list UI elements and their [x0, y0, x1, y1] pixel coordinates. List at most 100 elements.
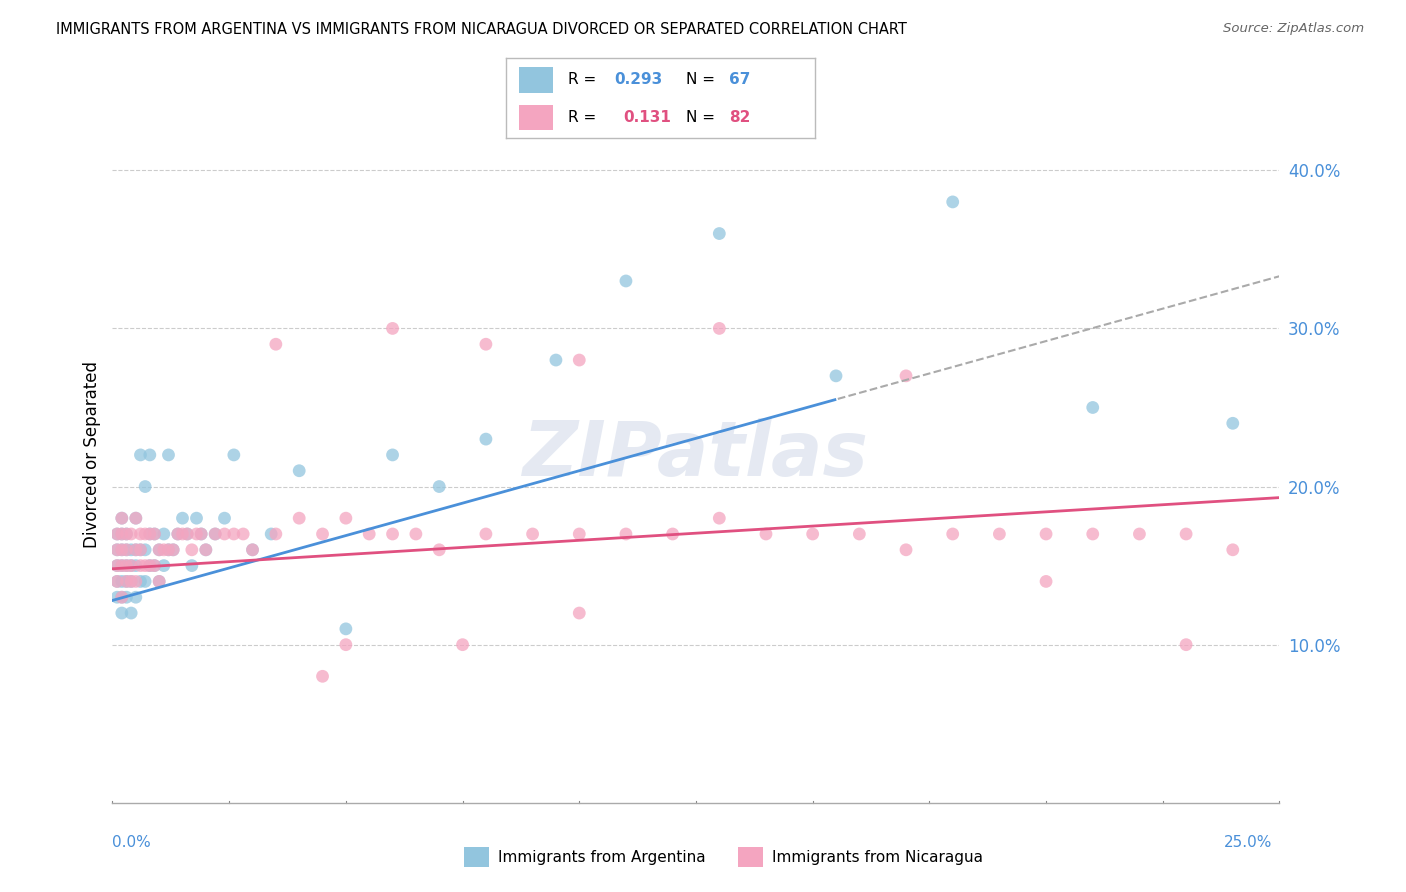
Point: [204, 527, 226, 541]
Point: [661, 527, 683, 541]
Point: [264, 337, 287, 351]
Point: [120, 574, 142, 589]
Point: [115, 574, 138, 589]
Point: [153, 542, 176, 557]
Point: [129, 558, 152, 573]
Point: [194, 542, 217, 557]
Point: [157, 542, 180, 557]
Point: [111, 558, 134, 573]
Text: Immigrants from Argentina: Immigrants from Argentina: [498, 850, 706, 864]
Point: [335, 622, 357, 636]
Point: [111, 606, 134, 620]
Point: [894, 542, 917, 557]
Point: [139, 558, 162, 573]
Point: [115, 542, 138, 557]
Point: [709, 227, 731, 241]
Point: [381, 527, 404, 541]
Point: [522, 527, 544, 541]
Point: [105, 574, 128, 589]
Point: [214, 527, 236, 541]
Point: [129, 574, 152, 589]
Point: [242, 542, 264, 557]
Point: [194, 542, 217, 557]
Point: [288, 464, 311, 478]
Point: [143, 558, 166, 573]
Point: [942, 194, 965, 209]
Point: [129, 527, 152, 541]
Point: [222, 448, 245, 462]
Point: [427, 479, 450, 493]
Point: [709, 321, 731, 335]
Point: [111, 511, 134, 525]
Point: [475, 432, 498, 446]
Point: [125, 511, 148, 525]
Point: [427, 542, 450, 557]
Point: [1035, 527, 1057, 541]
Point: [139, 527, 162, 541]
Point: [172, 511, 194, 525]
Point: [120, 527, 142, 541]
Point: [139, 527, 162, 541]
Point: [111, 558, 134, 573]
Point: [115, 591, 138, 605]
Point: [242, 542, 264, 557]
Point: [1128, 527, 1150, 541]
Point: [176, 527, 198, 541]
Point: [129, 448, 152, 462]
Point: [1175, 527, 1198, 541]
Point: [111, 542, 134, 557]
Point: [115, 574, 138, 589]
Text: 67: 67: [728, 72, 751, 87]
Point: [120, 558, 142, 573]
Point: [120, 606, 142, 620]
Point: [115, 527, 138, 541]
Point: [214, 511, 236, 525]
Point: [288, 511, 311, 525]
Point: [232, 527, 254, 541]
Point: [105, 542, 128, 557]
Point: [125, 511, 148, 525]
Point: [105, 527, 128, 541]
Text: IMMIGRANTS FROM ARGENTINA VS IMMIGRANTS FROM NICARAGUA DIVORCED OR SEPARATED COR: IMMIGRANTS FROM ARGENTINA VS IMMIGRANTS …: [56, 22, 907, 37]
Point: [143, 558, 166, 573]
Text: ZIPatlas: ZIPatlas: [523, 418, 869, 491]
Point: [129, 542, 152, 557]
Point: [111, 511, 134, 525]
Point: [134, 527, 156, 541]
Point: [166, 527, 188, 541]
Point: [105, 574, 128, 589]
Point: [172, 527, 194, 541]
Point: [405, 527, 427, 541]
Point: [359, 527, 381, 541]
Point: [176, 527, 198, 541]
Point: [115, 558, 138, 573]
Point: [1222, 542, 1244, 557]
Bar: [519, 67, 553, 93]
Point: [153, 558, 176, 573]
Point: [115, 558, 138, 573]
Point: [134, 558, 156, 573]
Point: [111, 574, 134, 589]
Point: [894, 368, 917, 383]
Point: [111, 527, 134, 541]
Point: [115, 527, 138, 541]
Point: [848, 527, 870, 541]
Point: [134, 479, 156, 493]
Text: Immigrants from Nicaragua: Immigrants from Nicaragua: [772, 850, 983, 864]
Point: [1175, 638, 1198, 652]
Bar: [519, 104, 553, 130]
Point: [1081, 401, 1104, 415]
Point: [180, 558, 202, 573]
Point: [148, 542, 170, 557]
Point: [148, 574, 170, 589]
Point: [157, 448, 180, 462]
Point: [264, 527, 287, 541]
Point: [115, 542, 138, 557]
Point: [120, 542, 142, 557]
Point: [451, 638, 474, 652]
Text: R =: R =: [568, 110, 606, 125]
Point: [335, 511, 357, 525]
Point: [568, 527, 591, 541]
Point: [125, 558, 148, 573]
Point: [709, 511, 731, 525]
